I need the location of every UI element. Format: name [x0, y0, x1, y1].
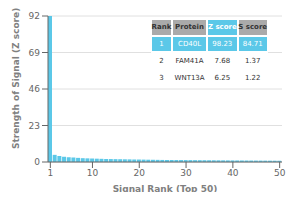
html-text:1: 1: [159, 40, 164, 49]
html-text:1.22: 1.22: [244, 73, 261, 82]
html-text:1.37: 1.37: [244, 56, 261, 65]
svg-text:Strength of Signal (Z score): Strength of Signal (Z score): [11, 8, 21, 149]
svg-text:20: 20: [134, 168, 146, 178]
html-text:CD40L: CD40L: [178, 40, 202, 49]
html-text:WNT13A: WNT13A: [174, 73, 205, 82]
html-text:6.25: 6.25: [214, 73, 231, 82]
svg-text:30: 30: [180, 168, 192, 178]
html-text:FAM41A: FAM41A: [175, 56, 204, 65]
svg-text:Signal Rank (Top 50): Signal Rank (Top 50): [113, 184, 218, 192]
svg-text:1: 1: [47, 168, 53, 178]
svg-text:69: 69: [29, 48, 41, 58]
svg-text:50: 50: [274, 168, 286, 178]
svg-text:92: 92: [29, 11, 40, 21]
html-text:Rank Protein Z score S score: Rank Protein Z score S score: [151, 23, 268, 32]
svg-text:40: 40: [227, 168, 239, 178]
html-text:3: 3: [159, 73, 164, 82]
svg-text:46: 46: [29, 84, 41, 94]
html-text:98.23: 98.23: [212, 40, 233, 49]
html-text:2: 2: [159, 56, 164, 65]
svg-text:0: 0: [34, 157, 40, 167]
html-text:7.68: 7.68: [214, 56, 231, 65]
svg-text:23: 23: [29, 121, 40, 131]
svg-text:10: 10: [87, 168, 99, 178]
html-text:84.71: 84.71: [242, 40, 263, 49]
